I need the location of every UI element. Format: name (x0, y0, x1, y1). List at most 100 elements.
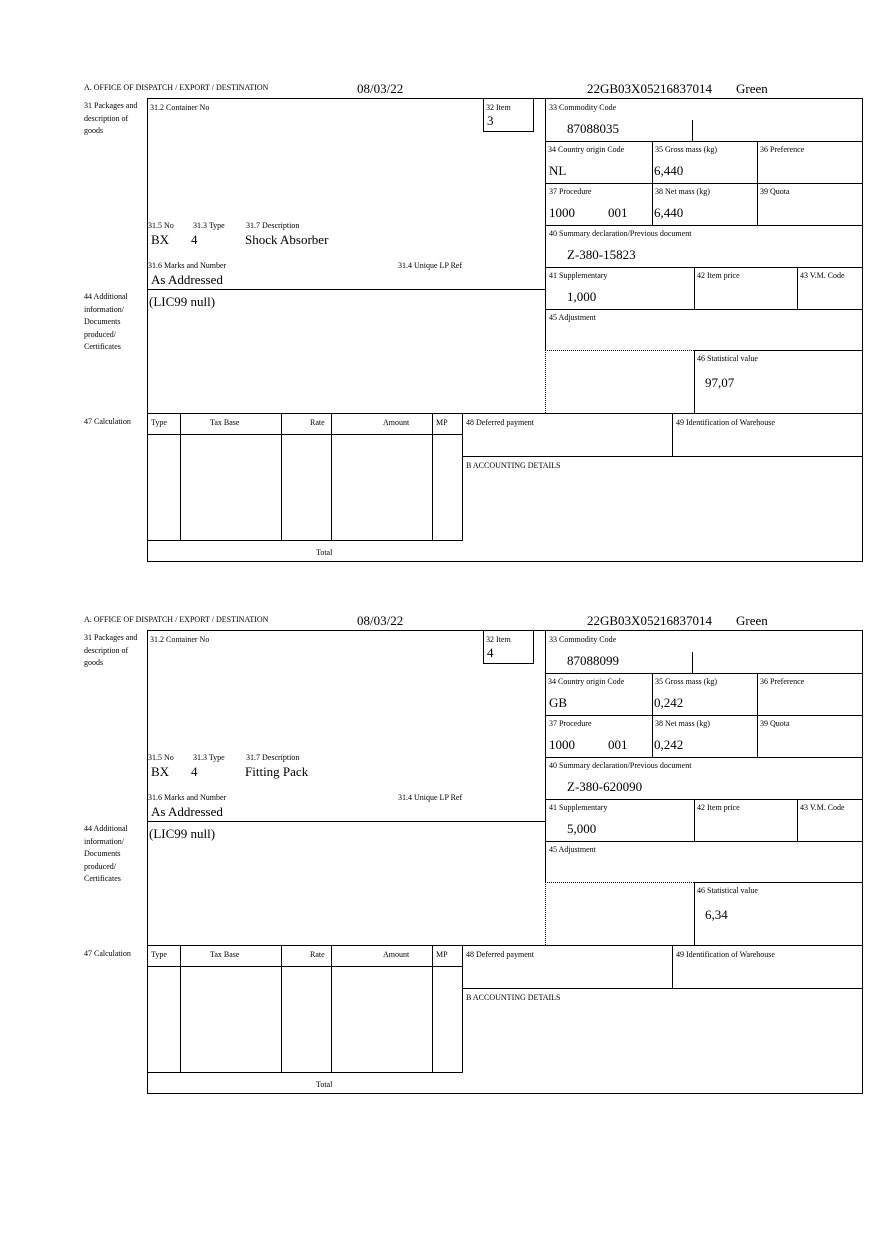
marks-label: 31.6 Marks and Number (148, 793, 227, 802)
no-label: 31.5 No (148, 753, 174, 762)
additional-info-label: 44 Additional information/ Documents pro… (84, 824, 128, 883)
tax-base-header: Tax Base (210, 418, 240, 427)
procedure-extra: 001 (608, 737, 628, 752)
net-mass: 6,440 (654, 205, 684, 220)
amount-header: Amount (383, 950, 410, 959)
item-number: 3 (487, 113, 494, 128)
item-label: 32 Item (486, 635, 511, 644)
statistical-value: 97,07 (705, 375, 735, 390)
quota-label: 39 Quota (760, 719, 790, 728)
summary-label: 40 Summary declaration/Previous document (549, 229, 692, 238)
item-price-label: 42 Item price (697, 803, 740, 812)
packages-label: 31 Packages and description of goods (84, 633, 138, 667)
item-price-label: 42 Item price (697, 271, 740, 280)
route: Green (736, 81, 768, 96)
package-type: 4 (191, 764, 198, 779)
preference-label: 36 Preference (760, 145, 805, 154)
gross-mass: 0,242 (654, 695, 684, 710)
adjustment-label: 45 Adjustment (549, 313, 596, 322)
net-mass-label: 38 Net mass (kg) (655, 719, 710, 728)
statistical-value-label: 46 Statistical value (697, 354, 758, 363)
country-label: 34 Country origin Code (548, 677, 625, 686)
procedure-code: 1000 (549, 205, 575, 220)
calculation-label: 47 Calculation (84, 949, 131, 958)
gross-mass-label: 35 Gross mass (kg) (655, 145, 717, 154)
declaration-reference: 22GB03X05216837014 (587, 613, 712, 628)
rate-header: Rate (310, 418, 325, 427)
summary-label: 40 Summary declaration/Previous document (549, 761, 692, 770)
description-label: 31.7 Description (246, 221, 300, 230)
route: Green (736, 613, 768, 628)
goods-description: Shock Absorber (245, 232, 329, 247)
summary-document: Z-380-620090 (567, 779, 643, 794)
marks-label: 31.6 Marks and Number (148, 261, 227, 270)
commodity-label: 33 Commodity Code (549, 103, 617, 112)
additional-info-value: (LIC99 null) (149, 294, 216, 309)
supplementary-value: 5,000 (567, 821, 597, 836)
package-no: BX (151, 764, 170, 779)
country-code: GB (549, 695, 568, 710)
supplementary-value: 1,000 (567, 289, 597, 304)
statistical-value-label: 46 Statistical value (697, 886, 758, 895)
deferred-payment-label: 48 Deferred payment (466, 950, 534, 959)
package-no: BX (151, 232, 170, 247)
vm-code-label: 43 V.M. Code (800, 803, 845, 812)
item-number: 4 (487, 645, 494, 660)
gross-mass-label: 35 Gross mass (kg) (655, 677, 717, 686)
declaration-item-form: A. OFFICE OF DISPATCH / EXPORT / DESTINA… (0, 612, 882, 1112)
amount-header: Amount (383, 418, 410, 427)
accounting-details-label: B ACCOUNTING DETAILS (466, 993, 561, 1002)
package-type: 4 (191, 232, 198, 247)
country-code: NL (549, 163, 567, 178)
office-label: A. OFFICE OF DISPATCH / EXPORT / DESTINA… (84, 83, 269, 92)
marks-value: As Addressed (151, 804, 223, 819)
container-label: 31.2 Container No (150, 635, 210, 644)
date: 08/03/22 (357, 613, 404, 628)
accounting-details-label: B ACCOUNTING DETAILS (466, 461, 561, 470)
preference-label: 36 Preference (760, 677, 805, 686)
commodity-code: 87088099 (567, 653, 619, 668)
unique-ref-label: 31.4 Unique LP Ref (398, 261, 463, 270)
calc-type-header: Type (151, 950, 167, 959)
procedure-extra: 001 (608, 205, 628, 220)
type-label: 31.3 Type (193, 753, 225, 762)
commodity-label: 33 Commodity Code (549, 635, 617, 644)
total-label: Total (316, 548, 333, 557)
marks-value: As Addressed (151, 272, 223, 287)
gross-mass: 6,440 (654, 163, 684, 178)
deferred-payment-label: 48 Deferred payment (466, 418, 534, 427)
declaration-item-form: A. OFFICE OF DISPATCH / EXPORT / DESTINA… (0, 80, 882, 580)
supplementary-label: 41 Supplementary (549, 271, 608, 280)
mp-header: MP (436, 950, 448, 959)
net-mass: 0,242 (654, 737, 684, 752)
goods-description: Fitting Pack (245, 764, 309, 779)
commodity-code: 87088035 (567, 121, 619, 136)
supplementary-label: 41 Supplementary (549, 803, 608, 812)
calculation-label: 47 Calculation (84, 417, 131, 426)
no-label: 31.5 No (148, 221, 174, 230)
calc-type-header: Type (151, 418, 167, 427)
quota-label: 39 Quota (760, 187, 790, 196)
warehouse-label: 49 Identification of Warehouse (676, 418, 775, 427)
description-label: 31.7 Description (246, 753, 300, 762)
statistical-value: 6,34 (705, 907, 728, 922)
procedure-code: 1000 (549, 737, 575, 752)
additional-info-label: 44 Additional information/ Documents pro… (84, 292, 128, 351)
additional-info-value: (LIC99 null) (149, 826, 216, 841)
type-label: 31.3 Type (193, 221, 225, 230)
net-mass-label: 38 Net mass (kg) (655, 187, 710, 196)
procedure-label: 37 Procedure (549, 187, 592, 196)
office-label: A. OFFICE OF DISPATCH / EXPORT / DESTINA… (84, 615, 269, 624)
warehouse-label: 49 Identification of Warehouse (676, 950, 775, 959)
country-label: 34 Country origin Code (548, 145, 625, 154)
mp-header: MP (436, 418, 448, 427)
unique-ref-label: 31.4 Unique LP Ref (398, 793, 463, 802)
container-label: 31.2 Container No (150, 103, 210, 112)
adjustment-label: 45 Adjustment (549, 845, 596, 854)
declaration-reference: 22GB03X05216837014 (587, 81, 712, 96)
procedure-label: 37 Procedure (549, 719, 592, 728)
tax-base-header: Tax Base (210, 950, 240, 959)
summary-document: Z-380-15823 (567, 247, 636, 262)
item-label: 32 Item (486, 103, 511, 112)
date: 08/03/22 (357, 81, 404, 96)
